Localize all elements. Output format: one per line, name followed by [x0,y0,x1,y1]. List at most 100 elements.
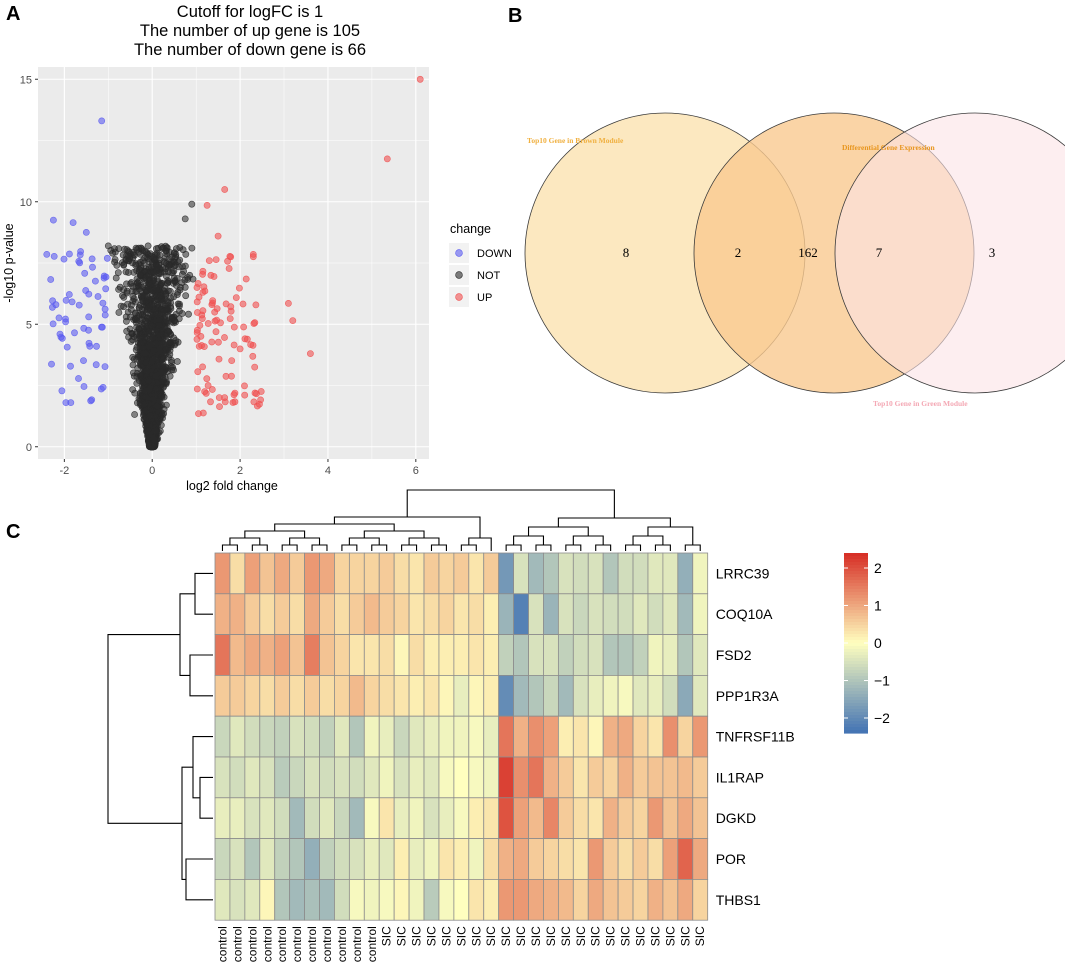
column-label: SIC [678,926,692,946]
heatmap-cell [438,552,455,595]
heatmap-cell [647,634,664,676]
heatmap-cell [513,879,529,921]
heatmap-cell [304,838,320,880]
color-scale-step [844,574,868,578]
dendrogram-branch [181,766,193,880]
column-label: control [335,926,349,962]
heatmap-cell [274,838,291,880]
point-down [80,357,87,364]
point-not [141,401,148,409]
row-label-lrrc39: LRRC39 [716,565,770,581]
heatmap-cell [304,715,320,758]
heatmap-cell [483,715,500,758]
heatmap-cell [319,675,335,717]
heatmap-cell [348,634,365,676]
point-not [171,317,178,325]
heatmap-cell [274,879,291,921]
point-not [167,294,175,302]
legend-key-not [455,271,463,279]
heatmap-cell [617,634,634,676]
volcano-x-axis-title: log2 fold change [186,479,278,493]
point-up [241,335,249,343]
heatmap-cell [229,593,246,635]
legend-title: change [450,222,491,236]
heatmap-cell [528,838,544,880]
heatmap-cell [557,593,574,635]
heatmap-cell [528,879,544,921]
point-not [138,245,146,253]
color-scale-step [844,694,868,698]
point-not [156,251,164,259]
heatmap-cell [528,552,544,595]
point-not [172,282,180,289]
point-not [184,275,192,283]
heatmap-cell [289,593,305,635]
heatmap-cell [543,797,559,839]
legend-label-up: UP [477,292,492,304]
heatmap-cell [602,756,619,799]
heatmap-cell [647,593,664,635]
dendrogram-branch [430,544,447,551]
heatmap-cell [229,675,246,717]
point-up [242,275,250,283]
color-scale-step [844,559,868,563]
color-scale-step [844,691,868,695]
heatmap-cell [483,552,500,595]
dendrogram-branch [341,544,358,551]
point-up [215,355,223,363]
column-label: SIC [648,926,662,946]
color-scale-step [844,619,868,623]
venn-label-differential-expression: Differential Gene Expression [842,143,935,152]
heatmap-cell [692,715,709,758]
heatmap-cell [319,715,335,758]
color-scale-step [844,649,868,653]
point-not [125,333,133,341]
heatmap-cell [438,797,455,839]
venn-count-brown-only: 8 [623,245,630,260]
point-down [50,252,58,260]
heatmap-cell [274,675,291,717]
point-down [100,272,108,280]
heatmap-cell [244,675,261,717]
point-up [232,294,240,301]
heatmap-cell [677,879,694,921]
point-down [85,339,93,347]
heatmap-cell [214,675,231,717]
point-up [212,328,220,336]
point-not [142,359,150,366]
heatmap-cell [647,552,664,595]
heatmap-cell [572,634,589,676]
color-scale-step [844,643,868,647]
point-down [87,397,95,405]
heatmap-cell [572,552,589,595]
heatmap-cell [423,593,440,635]
point-not [181,215,189,223]
point-not [185,310,192,318]
heatmap-cell [363,715,380,758]
point-not [109,249,117,257]
heatmap-cell [453,715,470,758]
heatmap-cell [259,838,276,880]
color-scale-step [844,730,868,734]
point-up [257,396,264,404]
heatmap-cell [363,879,380,921]
color-scale-label: 2 [874,560,882,576]
heatmap-cell [244,797,261,839]
heatmap-cell [602,838,619,880]
point-down [81,269,89,277]
heatmap-cell [662,593,679,635]
heatmap-cell [483,797,500,839]
point-up [194,368,202,376]
heatmap-cell [453,593,470,635]
dendrogram-branch [229,537,261,545]
heatmap-cell [438,675,455,717]
point-down [65,291,73,298]
point-not [144,242,152,250]
column-label: control [230,926,244,962]
point-not [173,358,181,365]
point-not [112,274,120,282]
heatmap-cell [632,593,649,635]
color-scale-step [844,586,868,590]
heatmap-cell [259,756,276,799]
point-up [226,315,234,322]
